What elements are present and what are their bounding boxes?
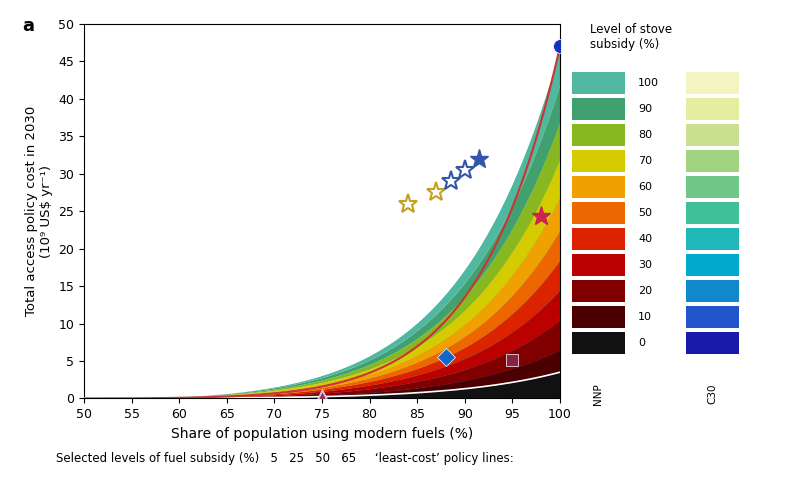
FancyBboxPatch shape [686,228,739,250]
FancyBboxPatch shape [686,332,739,354]
FancyBboxPatch shape [686,124,739,145]
FancyBboxPatch shape [572,306,625,327]
X-axis label: Share of population using modern fuels (%): Share of population using modern fuels (… [171,427,473,441]
FancyBboxPatch shape [686,150,739,171]
Text: 80: 80 [638,130,652,140]
FancyBboxPatch shape [572,124,625,145]
Text: Level of stove
subsidy (%): Level of stove subsidy (%) [590,24,672,51]
Text: NNP: NNP [594,384,603,406]
Text: 0: 0 [638,338,645,348]
FancyBboxPatch shape [686,72,739,94]
FancyBboxPatch shape [572,150,625,171]
Text: 20: 20 [638,286,652,296]
FancyBboxPatch shape [572,202,625,224]
FancyBboxPatch shape [686,202,739,224]
FancyBboxPatch shape [686,306,739,327]
Text: 30: 30 [638,260,652,270]
Text: C30: C30 [708,384,718,404]
FancyBboxPatch shape [572,228,625,250]
Text: 100: 100 [638,78,659,88]
FancyBboxPatch shape [686,176,739,198]
Text: 10: 10 [638,312,652,322]
Text: a: a [22,16,34,35]
FancyBboxPatch shape [572,332,625,354]
FancyBboxPatch shape [686,98,739,120]
FancyBboxPatch shape [572,280,625,301]
Text: 50: 50 [638,208,652,218]
FancyBboxPatch shape [686,280,739,301]
Text: 70: 70 [638,156,652,166]
FancyBboxPatch shape [572,98,625,120]
Text: 90: 90 [638,104,652,114]
Text: 40: 40 [638,234,652,244]
FancyBboxPatch shape [572,176,625,198]
FancyBboxPatch shape [686,254,739,276]
Text: Selected levels of fuel subsidy (%)   5   25   50   65     ‘least-cost’ policy l: Selected levels of fuel subsidy (%) 5 25… [56,452,514,465]
FancyBboxPatch shape [572,254,625,276]
Y-axis label: Total access policy cost in 2030
(10⁹ US$ yr⁻¹): Total access policy cost in 2030 (10⁹ US… [25,106,53,316]
Text: 60: 60 [638,182,652,192]
FancyBboxPatch shape [572,72,625,94]
